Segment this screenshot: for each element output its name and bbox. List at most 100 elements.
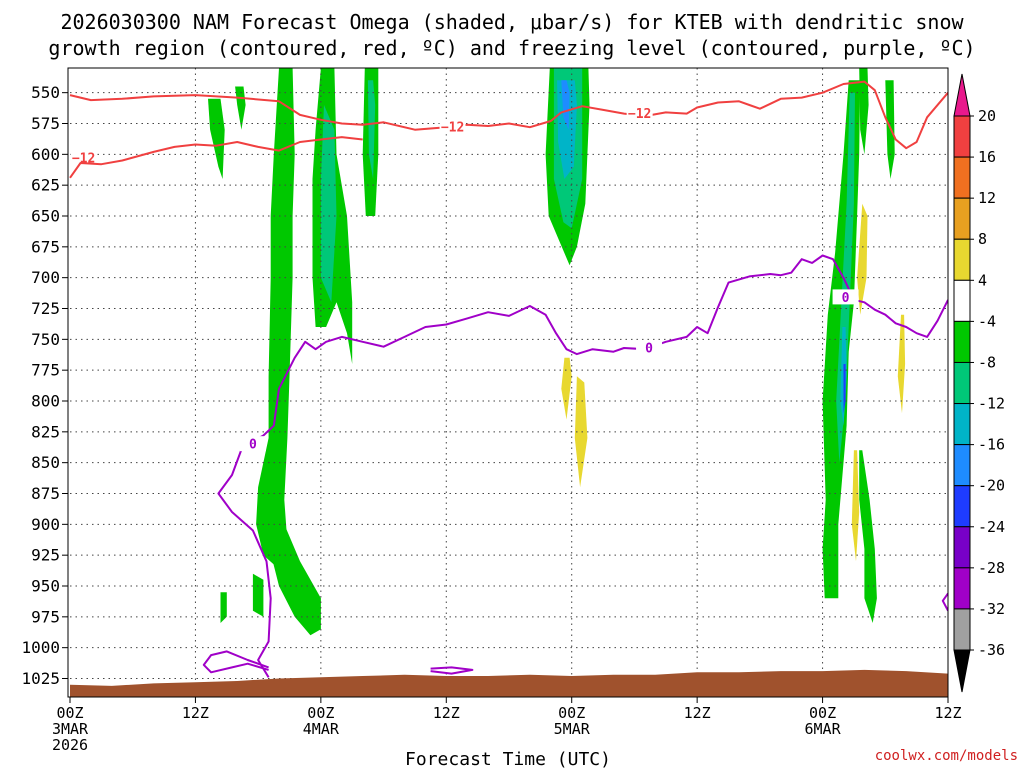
y-tick-label-1000: 1000 bbox=[21, 638, 60, 657]
x-tick-label-24-2: 4MAR bbox=[303, 720, 340, 738]
terrain-surface bbox=[70, 669, 948, 697]
colorbar-bin-6 bbox=[953, 320, 971, 363]
omega-yellow-b bbox=[574, 376, 588, 488]
dgz-minus12-label-bg-0 bbox=[70, 150, 97, 166]
x-tick-label-72-1: 00Z bbox=[809, 704, 836, 722]
y-tick-label-725: 725 bbox=[31, 299, 60, 318]
y-tick-label-775: 775 bbox=[31, 361, 60, 380]
colorbar-label-13: -36 bbox=[978, 641, 1005, 659]
freezing-level-0-label-0: 0 bbox=[249, 438, 257, 453]
colorbar-label-4: 4 bbox=[978, 271, 987, 289]
colorbar-bin-8 bbox=[953, 403, 971, 446]
y-tick-label-900: 900 bbox=[31, 515, 60, 534]
y-tick-label-950: 950 bbox=[31, 577, 60, 596]
y-axis: 550 575 600 625 650 675 700 725 750 775 800 825 850 8… bbox=[21, 83, 68, 688]
y-tick-label-650: 650 bbox=[31, 207, 60, 226]
omega-yellow-a bbox=[561, 357, 572, 420]
freezing-level-0-label-1: 0 bbox=[645, 341, 653, 356]
omega-green-c bbox=[256, 68, 295, 574]
freezing-level-0-label-bg-1 bbox=[636, 339, 663, 355]
omega-green-e bbox=[252, 573, 264, 617]
freezing-level-edge bbox=[941, 592, 948, 612]
x-tick-label-72-2: 6MAR bbox=[805, 720, 842, 738]
colorbar-bin-10 bbox=[953, 485, 971, 528]
colorbar-label-9: -20 bbox=[978, 477, 1005, 495]
freezing-level-blob-mid bbox=[430, 666, 474, 675]
colorbar-bin-12 bbox=[953, 567, 971, 610]
dgz-minus12-left-line bbox=[69, 136, 363, 179]
colorbar-label-7: -12 bbox=[978, 395, 1005, 413]
dgz-minus12-line bbox=[69, 80, 948, 150]
y-tick-label-975: 975 bbox=[31, 607, 60, 626]
x-tick-label-0-3: 2026 bbox=[52, 736, 88, 754]
x-tick-label-0-2: 3MAR bbox=[52, 720, 89, 738]
x-tick-label-12-1: 12Z bbox=[182, 704, 209, 722]
plot-frame bbox=[67, 67, 949, 698]
colorbar-label-5: -4 bbox=[978, 312, 996, 330]
terrain bbox=[70, 669, 948, 697]
omega-shading bbox=[208, 68, 906, 636]
colorbar-label-3: 8 bbox=[978, 230, 987, 248]
x-tick-label-84-1: 12Z bbox=[934, 704, 961, 722]
y-tick-label-625: 625 bbox=[31, 176, 60, 195]
x-tick-label-24-1: 00Z bbox=[307, 704, 334, 722]
y-tick-label-850: 850 bbox=[31, 453, 60, 472]
colorbar-label-0: 20 bbox=[978, 107, 996, 125]
y-tick-label-800: 800 bbox=[31, 392, 60, 411]
colorbar-bin-4 bbox=[953, 238, 971, 281]
y-tick-label-700: 700 bbox=[31, 268, 60, 287]
colorbar-bin-13 bbox=[953, 608, 971, 651]
omega-yellow-c bbox=[857, 203, 868, 315]
freezing-level-0-label-bg-0 bbox=[239, 436, 266, 452]
omega-green-j2 bbox=[859, 450, 877, 623]
omega-blue-j bbox=[843, 364, 846, 414]
x-tick-label-0-1: 00Z bbox=[56, 704, 83, 722]
freezing-level-blob-low bbox=[202, 650, 269, 674]
colorbar-label-2: 12 bbox=[978, 189, 996, 207]
colorbar-label-1: 16 bbox=[978, 148, 996, 166]
x-tick-label-60-1: 12Z bbox=[684, 704, 711, 722]
y-tick-label-600: 600 bbox=[31, 145, 60, 164]
colorbar-bin-1 bbox=[953, 115, 971, 158]
y-tick-label-575: 575 bbox=[31, 114, 60, 133]
grid-lines bbox=[70, 68, 948, 697]
omega-yellow-e bbox=[851, 450, 860, 562]
colorbar-label-10: -24 bbox=[978, 518, 1005, 536]
colorbar-bin-5 bbox=[953, 279, 971, 322]
dgz-minus12-label-bg-1 bbox=[439, 119, 466, 135]
colorbar-label-11: -28 bbox=[978, 559, 1005, 577]
freezing-level-0-label-bg-2 bbox=[832, 289, 859, 305]
x-axis-label: Forecast Time (UTC) bbox=[405, 749, 611, 768]
omega-yellow-d bbox=[897, 314, 906, 414]
y-tick-label-675: 675 bbox=[31, 237, 60, 256]
chart-title-line-1: 2026030300 NAM Forecast Omega (shaded, μ… bbox=[60, 10, 964, 34]
omega-green-f bbox=[220, 592, 227, 623]
colorbar-bin-2 bbox=[953, 156, 971, 199]
colorbar-label-12: -32 bbox=[978, 600, 1005, 618]
y-tick-label-875: 875 bbox=[31, 484, 60, 503]
colorbar-bottom-arrow bbox=[953, 649, 971, 693]
omega-teal-g bbox=[320, 105, 337, 303]
credit-text: coolwx.com/models bbox=[875, 748, 1018, 764]
colorbar-top-arrow bbox=[953, 73, 971, 117]
colorbar-bin-7 bbox=[953, 361, 971, 405]
omega-green-j3 bbox=[859, 68, 869, 155]
x-tick-label-48-1: 00Z bbox=[558, 704, 585, 722]
y-tick-label-825: 825 bbox=[31, 422, 60, 441]
colorbar: 20 16 12 8 4 -4 -8 -12 -16 -20 -24 -28 -32 -36 bbox=[953, 73, 1005, 693]
colorbar-label-6: -8 bbox=[978, 353, 996, 371]
dgz-minus12-label-2: −12 bbox=[628, 107, 651, 122]
colorbar-bin-11 bbox=[953, 526, 971, 569]
y-tick-label-1025: 1025 bbox=[21, 669, 60, 688]
y-tick-label-925: 925 bbox=[31, 546, 60, 565]
omega-green-d bbox=[263, 462, 321, 636]
colorbar-bin-3 bbox=[953, 197, 971, 240]
y-tick-label-550: 550 bbox=[31, 83, 60, 102]
dgz-minus12-label-bg-2 bbox=[626, 105, 653, 121]
colorbar-label-8: -16 bbox=[978, 436, 1005, 454]
colorbar-bin-9 bbox=[953, 444, 971, 487]
omega-green-a bbox=[208, 98, 225, 179]
